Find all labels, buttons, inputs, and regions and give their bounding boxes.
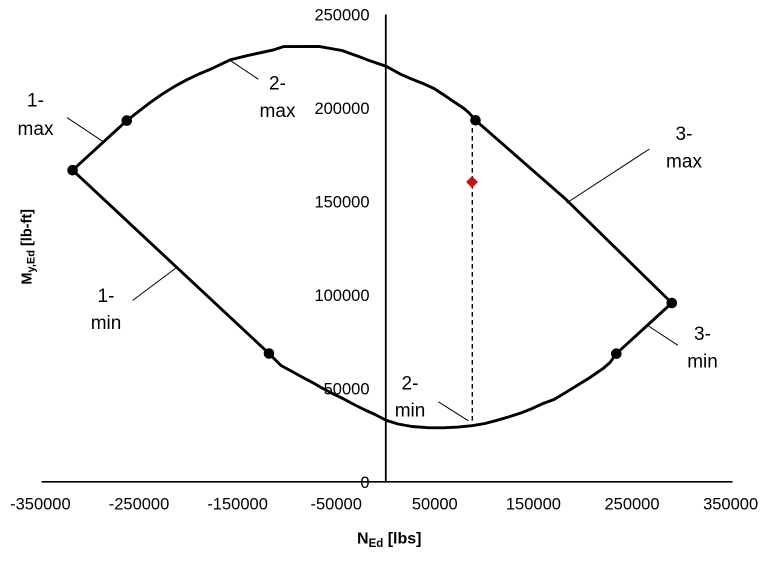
- svg-text:50000: 50000: [412, 496, 458, 514]
- svg-text:-150000: -150000: [207, 496, 268, 514]
- svg-text:100000: 100000: [314, 287, 369, 305]
- svg-text:max: max: [260, 101, 296, 122]
- svg-text:250000: 250000: [314, 6, 369, 24]
- svg-text:2-: 2-: [402, 374, 419, 395]
- svg-text:1-: 1-: [27, 91, 44, 112]
- svg-text:min: min: [395, 401, 426, 422]
- svg-text:350000: 350000: [703, 496, 758, 514]
- svg-text:3-: 3-: [676, 124, 693, 145]
- svg-text:min: min: [687, 352, 718, 373]
- svg-text:max: max: [18, 119, 54, 140]
- svg-text:My,Ed [lb-ft]: My,Ed [lb-ft]: [20, 209, 38, 285]
- svg-text:-350000: -350000: [10, 496, 71, 514]
- svg-text:1-: 1-: [98, 286, 115, 307]
- svg-text:NEd [lbs]: NEd [lbs]: [357, 530, 421, 550]
- svg-text:50000: 50000: [324, 381, 370, 399]
- svg-text:-250000: -250000: [109, 496, 170, 514]
- svg-text:3-: 3-: [694, 324, 711, 345]
- svg-text:min: min: [91, 313, 122, 334]
- svg-text:-50000: -50000: [311, 496, 362, 514]
- svg-text:max: max: [666, 152, 702, 173]
- svg-text:150000: 150000: [314, 193, 369, 211]
- svg-text:250000: 250000: [604, 496, 659, 514]
- svg-text:200000: 200000: [314, 100, 369, 118]
- svg-text:2-: 2-: [269, 74, 286, 95]
- svg-text:0: 0: [360, 474, 369, 492]
- svg-text:150000: 150000: [506, 496, 561, 514]
